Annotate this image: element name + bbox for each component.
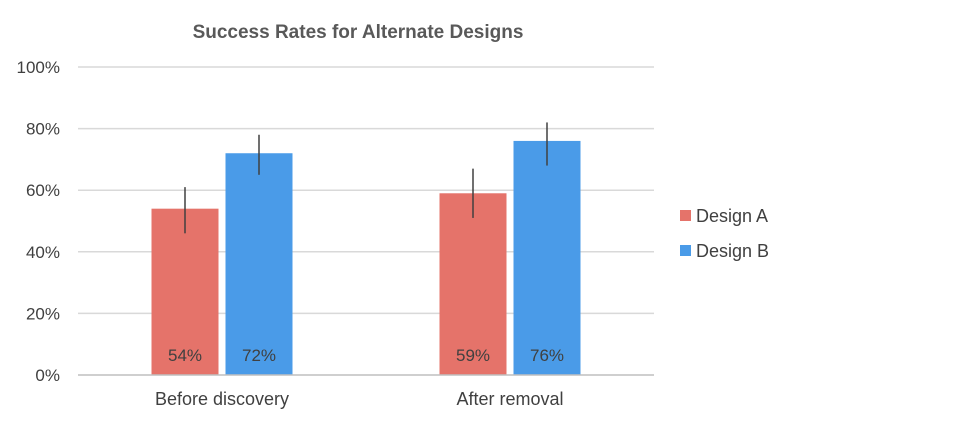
y-tick-label: 60% [26,181,60,200]
x-category-label: Before discovery [155,389,289,409]
y-tick-label: 40% [26,243,60,262]
bar-design-b [513,140,581,375]
legend: Design A Design B [680,206,769,261]
bar-design-a [439,193,507,375]
chart-title: Success Rates for Alternate Designs [193,22,524,43]
data-label: 72% [242,346,276,365]
data-label: 76% [530,346,564,365]
y-tick-label: 100% [17,58,60,77]
data-label: 54% [168,346,202,365]
legend-label: Design A [696,206,768,226]
error-bars [184,122,548,234]
bars: 54% 72% 59% 76% [151,140,581,375]
data-label: 59% [456,346,490,365]
legend-swatch [680,210,691,221]
y-tick-label: 80% [26,120,60,139]
y-tick-label: 0% [35,366,60,385]
bar-design-b [225,153,293,375]
legend-swatch [680,245,691,256]
bar-design-a [151,208,219,375]
y-tick-label: 20% [26,304,60,323]
x-axis: Before discovery After removal [78,374,654,409]
legend-label: Design B [696,241,769,261]
x-category-label: After removal [456,389,563,409]
y-axis: 0% 20% 40% 60% 80% 100% [17,58,60,385]
